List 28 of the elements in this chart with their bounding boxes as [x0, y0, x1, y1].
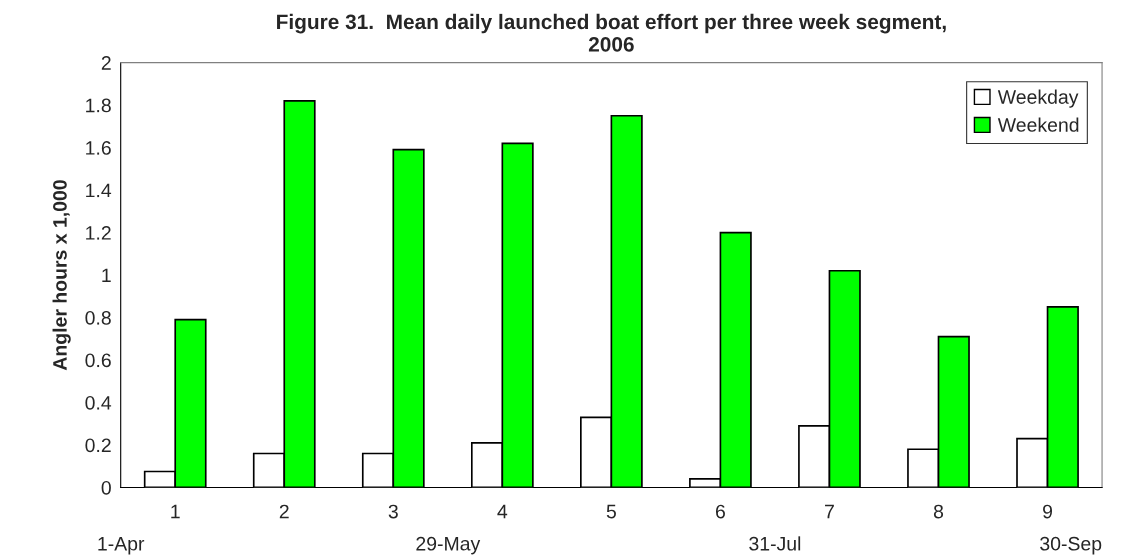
x-tick-label: 6: [716, 504, 725, 519]
text: 31-Jul: [749, 536, 801, 551]
y-tick-label: 0.4: [85, 395, 112, 410]
y-tick-label: 1.8: [86, 98, 111, 113]
text: 30-Sep: [1040, 536, 1102, 555]
chart-title: Figure 31. Mean daily launched boat effort per three week segment, 2006: [277, 13, 946, 52]
x-tick-label: 7: [825, 504, 834, 519]
x-tick-label: 9: [1043, 504, 1053, 519]
legend-label: Weekday: [997, 89, 1079, 108]
y-tick-label: 0.6: [85, 353, 111, 368]
x-tick-label: 2: [279, 504, 289, 519]
x-tick-label: 5: [606, 504, 616, 519]
y-tick-label: 2: [101, 56, 111, 70]
y-tick-label: 0: [101, 480, 111, 495]
y-tick-label: 0.2: [85, 438, 111, 453]
y-tick-label: 1.2: [86, 226, 111, 240]
y-tick-label: 1.6: [86, 141, 111, 155]
y-tick-label: 0.8: [85, 310, 111, 325]
y-axis-title: Angler hours x 1,000: [52, 180, 71, 371]
y-tick-label: 1.4: [86, 183, 112, 198]
text: 29-May: [416, 536, 481, 555]
text: 1-Apr: [98, 537, 145, 555]
y-tick-label: 1: [102, 268, 111, 283]
x-tick-label: 4: [497, 504, 508, 519]
x-tick-label: 1: [171, 504, 180, 519]
legend-label: Weekend: [997, 117, 1079, 132]
x-tick-label: 3: [388, 504, 398, 519]
x-tick-label: 8: [933, 504, 944, 519]
